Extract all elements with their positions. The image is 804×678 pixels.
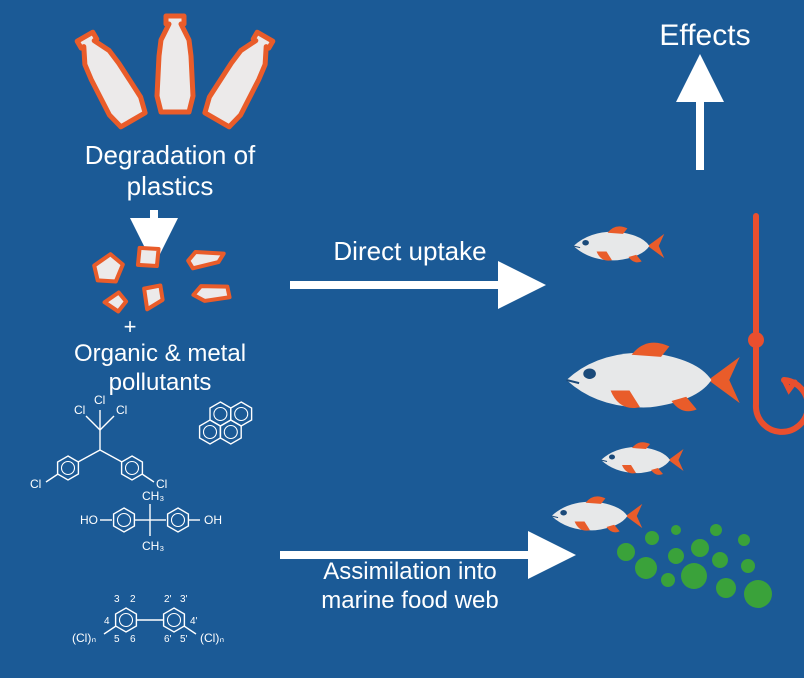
algae-dot <box>716 578 736 598</box>
bottles-group <box>69 16 280 129</box>
label-direct-uptake: Direct uptake <box>300 236 520 267</box>
svg-text:4': 4' <box>190 616 198 627</box>
algae-dot <box>661 573 675 587</box>
fish-group <box>552 226 740 532</box>
debris-icon <box>193 281 232 305</box>
algae-dot <box>691 539 709 557</box>
svg-text:(Cl)ₙ: (Cl)ₙ <box>72 631 96 645</box>
algae-dot <box>645 531 659 545</box>
svg-text:Cl: Cl <box>116 403 127 417</box>
fish-icon <box>552 496 643 532</box>
algae-dot <box>671 525 681 535</box>
svg-text:3': 3' <box>180 594 188 605</box>
svg-text:3: 3 <box>114 594 120 605</box>
chem-pcb-icon: 2 3 4 5 6 2' 3' 4' 5' 6' (Cl)ₙ (Cl)ₙ <box>72 594 224 645</box>
algae-dot <box>710 524 722 536</box>
debris-icon <box>92 252 124 284</box>
label-plus: + <box>118 314 142 340</box>
chem-pah-icon <box>200 402 252 444</box>
algae-dot <box>617 543 635 561</box>
chem-structures: Cl Cl Cl Cl Cl HO <box>30 393 252 645</box>
debris-icon <box>134 243 163 270</box>
label-effects: Effects <box>630 18 780 54</box>
bottle-icon <box>157 16 193 112</box>
bottle-icon <box>201 28 280 129</box>
algae-group <box>617 524 772 608</box>
svg-text:CH₃: CH₃ <box>142 489 164 503</box>
algae-dot <box>668 548 684 564</box>
label-degradation: Degradation of plastics <box>50 140 290 202</box>
label-assimilation: Assimilation into marine food web <box>270 558 550 616</box>
debris-group <box>92 243 231 313</box>
fish-icon <box>601 442 684 475</box>
chem-ddt-icon: Cl Cl Cl Cl Cl <box>30 393 167 491</box>
svg-text:CH₃: CH₃ <box>142 539 164 553</box>
svg-text:2: 2 <box>130 594 136 605</box>
algae-dot <box>741 559 755 573</box>
debris-icon <box>188 250 225 269</box>
label-pollutants: Organic & metal pollutants <box>40 340 280 398</box>
svg-text:6: 6 <box>130 634 136 645</box>
svg-text:6': 6' <box>164 634 172 645</box>
svg-text:Cl: Cl <box>30 477 41 491</box>
svg-text:Cl: Cl <box>74 403 85 417</box>
debris-icon <box>103 289 128 313</box>
svg-text:OH: OH <box>204 513 222 527</box>
algae-dot <box>738 534 750 546</box>
hook-icon <box>748 216 804 432</box>
algae-dot <box>712 552 728 568</box>
svg-text:4: 4 <box>104 616 110 627</box>
fish-icon <box>574 226 665 262</box>
chem-bpa-icon: HO CH₃ CH₃ OH <box>80 489 222 553</box>
svg-text:5: 5 <box>114 634 120 645</box>
debris-icon <box>139 282 167 309</box>
svg-text:(Cl)ₙ: (Cl)ₙ <box>200 631 224 645</box>
algae-dot <box>681 563 707 589</box>
algae-dot <box>635 557 657 579</box>
svg-text:HO: HO <box>80 513 98 527</box>
svg-text:2': 2' <box>164 594 172 605</box>
fish-icon <box>567 343 740 412</box>
bottle-icon <box>69 28 148 129</box>
algae-dot <box>744 580 772 608</box>
svg-text:5': 5' <box>180 634 188 645</box>
